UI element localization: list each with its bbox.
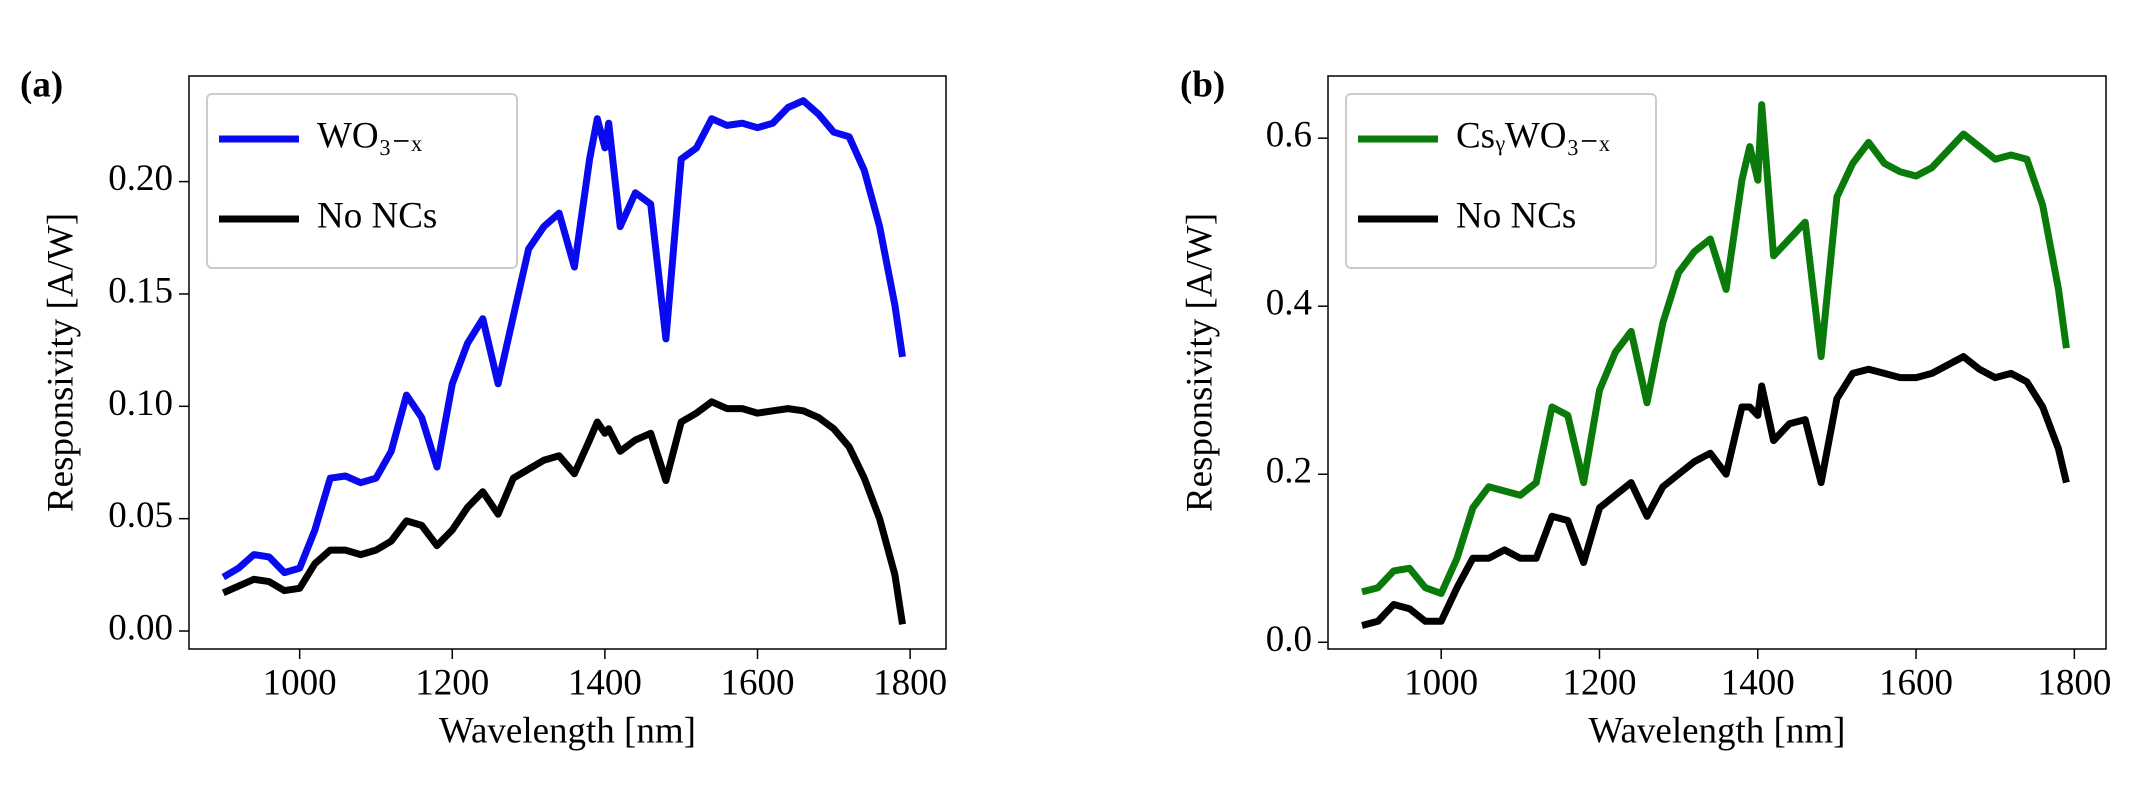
y-tick-label: 0.2 bbox=[1266, 451, 1312, 492]
y-tick-label: 0.10 bbox=[108, 383, 173, 424]
panel-label: (b) bbox=[1180, 64, 1225, 105]
x-tick-label: 1000 bbox=[263, 662, 337, 703]
y-tick-label: 0.05 bbox=[108, 495, 173, 536]
y-tick-label: 0.00 bbox=[108, 608, 173, 649]
series-line bbox=[1361, 101, 2070, 597]
y-tick-label: 0.4 bbox=[1266, 283, 1312, 324]
x-axis-label: Wavelength [nm] bbox=[1589, 710, 1846, 751]
series-line bbox=[221, 398, 906, 625]
panel-label: (a) bbox=[20, 64, 63, 105]
x-tick-label: 1000 bbox=[1404, 662, 1478, 703]
legend-label: No NCs bbox=[1456, 195, 1576, 236]
axes-frame bbox=[188, 75, 947, 650]
y-tick-label: 0.20 bbox=[108, 158, 173, 199]
y-tick-label: 0.0 bbox=[1266, 619, 1312, 660]
x-tick-label: 1800 bbox=[873, 662, 947, 703]
legend-label: CsᵧWO₃₋ₓ bbox=[1456, 115, 1610, 156]
series-line bbox=[221, 97, 906, 581]
y-axis-label: Responsivity [A/W] bbox=[1179, 213, 1220, 512]
x-tick-label: 1600 bbox=[1879, 662, 1953, 703]
x-tick-label: 1600 bbox=[721, 662, 795, 703]
axes-frame bbox=[1327, 75, 2107, 650]
y-axis-label: Responsivity [A/W] bbox=[40, 213, 81, 512]
x-tick-label: 1400 bbox=[1721, 662, 1795, 703]
x-tick-label: 1200 bbox=[1562, 662, 1636, 703]
legend-label: WO₃₋ₓ bbox=[317, 115, 422, 156]
x-axis-label: Wavelength [nm] bbox=[439, 710, 696, 751]
x-tick-label: 1800 bbox=[2037, 662, 2111, 703]
legend-label: No NCs bbox=[317, 195, 437, 236]
series-line bbox=[1361, 353, 2070, 629]
y-tick-label: 0.15 bbox=[108, 270, 173, 311]
x-tick-label: 1400 bbox=[568, 662, 642, 703]
y-tick-label: 0.6 bbox=[1266, 115, 1312, 156]
x-tick-label: 1200 bbox=[415, 662, 489, 703]
